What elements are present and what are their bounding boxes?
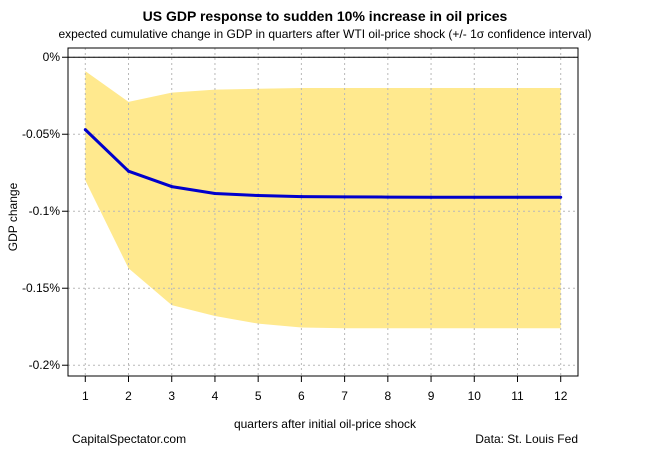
gdp-response-line <box>84 128 561 199</box>
data-point <box>170 185 174 189</box>
data-point <box>299 195 303 199</box>
data-point <box>127 169 131 173</box>
x-tick-label: 6 <box>298 389 305 403</box>
x-tick-label: 11 <box>511 389 524 403</box>
x-tick-label: 1 <box>82 389 89 403</box>
data-point <box>559 195 563 199</box>
source-credit: CapitalSpectator.com <box>72 432 187 446</box>
data-point <box>515 195 519 199</box>
x-tick-label: 5 <box>255 389 262 403</box>
data-point <box>213 192 217 196</box>
x-tick-label: 10 <box>468 389 482 403</box>
data-point <box>256 194 260 198</box>
plot-frame <box>67 47 579 377</box>
data-point <box>386 195 390 199</box>
y-tick-label: -0.1% <box>29 204 61 218</box>
x-tick-label: 9 <box>428 389 435 403</box>
x-tick-label: 4 <box>212 389 219 403</box>
x-tick-label: 12 <box>554 389 568 403</box>
y-axis-label: GDP change <box>6 182 20 251</box>
chart-subtitle: expected cumulative change in GDP in qua… <box>58 27 592 41</box>
confidence-band <box>85 71 561 329</box>
data-point <box>343 195 347 199</box>
y-tick-label: -0.05% <box>22 127 60 141</box>
y-tick-label: 0% <box>43 50 61 64</box>
x-tick-label: 3 <box>168 389 175 403</box>
y-tick-label: -0.15% <box>22 281 60 295</box>
y-tick-label: -0.2% <box>29 358 61 372</box>
data-source: Data: St. Louis Fed <box>475 432 578 446</box>
data-point <box>429 195 433 199</box>
x-axis-label: quarters after initial oil-price shock <box>234 417 417 431</box>
chart-title: US GDP response to sudden 10% increase i… <box>142 8 508 24</box>
x-tick-label: 2 <box>125 389 132 403</box>
data-point <box>472 195 476 199</box>
x-tick-label: 7 <box>341 389 348 403</box>
data-point <box>83 128 87 132</box>
x-tick-label: 8 <box>384 389 391 403</box>
